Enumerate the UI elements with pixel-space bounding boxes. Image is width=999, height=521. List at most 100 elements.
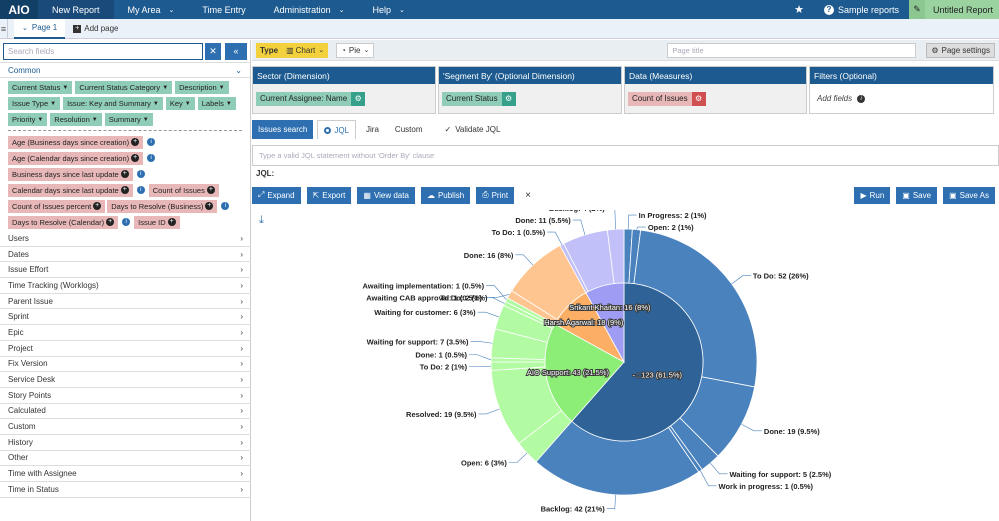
tab-jira[interactable]: Jira bbox=[366, 125, 379, 134]
play-icon: ▶ bbox=[860, 190, 867, 200]
search-fields-input[interactable]: Search fields bbox=[3, 42, 203, 60]
chevron-right-icon: › bbox=[240, 484, 243, 494]
nav-item-1[interactable]: My Area ⌄ bbox=[114, 0, 189, 19]
nav-item-0[interactable]: New Report bbox=[38, 0, 114, 19]
chart-type-select[interactable]: ▥ Chart ⌄ bbox=[282, 42, 329, 58]
measure-chip-label: Calendar days since last update bbox=[12, 185, 119, 195]
field-chip[interactable]: Resolution ▼ bbox=[50, 113, 102, 126]
view-data-button[interactable]: ▦ View data bbox=[357, 186, 415, 204]
category-item[interactable]: Service Desk › bbox=[0, 372, 251, 388]
chevron-down-icon: ⌄ bbox=[338, 6, 345, 14]
gear-icon[interactable]: ⚙ bbox=[351, 91, 366, 106]
gear-icon: ⚙ bbox=[931, 45, 939, 55]
info-icon[interactable]: i bbox=[147, 154, 156, 162]
jql-input[interactable]: Type a valid JQL statement without 'Orde… bbox=[252, 145, 999, 166]
info-icon[interactable]: i bbox=[136, 170, 145, 178]
field-chip[interactable]: Current Status ▼ bbox=[8, 81, 73, 94]
segment-chip[interactable]: Current Status bbox=[442, 91, 502, 106]
category-item[interactable]: Sprint › bbox=[0, 309, 251, 326]
menu-icon[interactable]: ≡ bbox=[0, 18, 8, 39]
sector-chip[interactable]: Current Assignee: Name bbox=[256, 91, 352, 106]
measure-chip[interactable]: Age (Business days since creation) + bbox=[8, 135, 144, 149]
run-button[interactable]: ▶ Run bbox=[854, 186, 891, 204]
expand-button[interactable]: ⤢ Expand bbox=[252, 186, 301, 204]
field-chip[interactable]: Current Status Category ▼ bbox=[75, 81, 173, 94]
save-as-button[interactable]: ▣ Save As bbox=[943, 186, 995, 204]
untitled-report[interactable]: ✎ Untitled Report bbox=[908, 0, 999, 19]
measure-chip[interactable]: Count of Issues bbox=[628, 91, 692, 106]
category-item[interactable]: History › bbox=[0, 435, 251, 451]
category-item[interactable]: Time Tracking (Worklogs) › bbox=[0, 278, 251, 294]
plus-icon: + bbox=[205, 202, 214, 210]
info-icon[interactable]: i bbox=[221, 202, 230, 210]
measure-chip-label: Count of Issues percent bbox=[12, 201, 92, 211]
tab-custom[interactable]: Custom bbox=[394, 125, 423, 134]
sample-reports-link[interactable]: ? Sample reports bbox=[814, 4, 909, 15]
clear-search-button[interactable]: ✕ bbox=[205, 42, 221, 60]
category-item[interactable]: Project › bbox=[0, 341, 251, 357]
info-icon[interactable]: i bbox=[147, 138, 156, 146]
measure-chip[interactable]: Count of Issues + bbox=[148, 183, 219, 197]
category-label: Calculated bbox=[8, 406, 46, 416]
measure-chip[interactable]: Days to Resolve (Calendar) + bbox=[8, 215, 119, 229]
tab-page-1[interactable]: ⌄ Page 1 bbox=[14, 18, 66, 39]
field-chip[interactable]: Labels ▼ bbox=[197, 97, 236, 110]
measure-row: Count of Issues percent + Days to Resolve … bbox=[0, 198, 250, 214]
star-icon[interactable]: ★ bbox=[794, 4, 804, 16]
edit-icon[interactable]: ✎ bbox=[908, 0, 925, 19]
field-chip[interactable]: Summary ▼ bbox=[104, 113, 153, 126]
common-section-header[interactable]: Common ⌄ bbox=[0, 62, 250, 78]
measure-chip[interactable]: Count of Issues percent + bbox=[8, 199, 106, 213]
measure-chip[interactable]: Days to Resolve (Business) + bbox=[107, 199, 218, 213]
field-chip[interactable]: Key ▼ bbox=[165, 97, 195, 110]
download-icon[interactable]: ⤓ bbox=[259, 214, 264, 226]
category-item[interactable]: Fix Version › bbox=[0, 357, 251, 373]
measure-chip[interactable]: Age (Calendar days since creation) + bbox=[8, 151, 144, 165]
measure-chip[interactable]: Issue ID + bbox=[134, 215, 180, 229]
bar-chart-icon: ▥ bbox=[286, 45, 294, 55]
category-item[interactable]: Issue Effort › bbox=[0, 262, 251, 279]
outer-slice-label: Open: 6 (3%) bbox=[461, 459, 507, 468]
info-icon[interactable]: i bbox=[136, 186, 145, 194]
gear-icon[interactable]: ⚙ bbox=[691, 91, 706, 106]
category-item[interactable]: Time with Assignee › bbox=[0, 466, 251, 482]
add-page-button[interactable]: + Add page bbox=[65, 24, 126, 33]
field-chip[interactable]: Description ▼ bbox=[175, 81, 229, 94]
gear-icon[interactable]: ⚙ bbox=[501, 91, 516, 106]
nav-item-2[interactable]: Time Entry bbox=[188, 0, 259, 19]
add-fields-link[interactable]: Add fields i bbox=[813, 94, 867, 103]
validate-jql-button[interactable]: ✓ Validate JQL bbox=[438, 120, 506, 139]
info-icon[interactable]: i bbox=[122, 218, 131, 226]
collapse-panel-button[interactable]: « bbox=[225, 42, 247, 60]
category-item[interactable]: Story Points › bbox=[0, 388, 251, 404]
publish-button[interactable]: ☁ Publish bbox=[420, 186, 471, 204]
category-item[interactable]: Epic › bbox=[0, 325, 251, 341]
field-panel: Search fields ✕ « Common ⌄ Current Statu… bbox=[0, 40, 251, 521]
green-chip-list: Current Status ▼ Current Status Category ▼ D… bbox=[0, 78, 250, 129]
category-item[interactable]: Dates › bbox=[0, 247, 251, 263]
category-item[interactable]: Custom › bbox=[0, 419, 251, 435]
category-item[interactable]: Parent Issue › bbox=[0, 294, 251, 310]
pie-type-select[interactable]: ◔ Pie ⌄ bbox=[336, 42, 375, 58]
print-button[interactable]: ⎙ Print bbox=[476, 186, 515, 204]
page-title-input[interactable]: Page title bbox=[667, 42, 917, 58]
category-item[interactable]: Time in Status › bbox=[0, 482, 251, 498]
save-button[interactable]: ▣ Save bbox=[896, 186, 938, 204]
category-item[interactable]: Users › bbox=[0, 231, 251, 247]
field-chip[interactable]: Priority ▼ bbox=[8, 113, 48, 126]
category-item[interactable]: Other › bbox=[0, 451, 251, 467]
tab-jql[interactable]: JQL bbox=[317, 120, 357, 139]
nav-item-4[interactable]: Help ⌄ bbox=[359, 0, 419, 19]
measure-chip[interactable]: Business days since last update + bbox=[8, 167, 133, 181]
tab-issues-search[interactable]: Issues search bbox=[252, 120, 314, 139]
close-button[interactable]: × bbox=[525, 189, 531, 201]
export-button[interactable]: ⇱ Export bbox=[306, 186, 352, 204]
field-chip[interactable]: Issue Type ▼ bbox=[8, 97, 61, 110]
tab-jql-label: JQL bbox=[334, 125, 350, 135]
field-chip[interactable]: Issue: Key and Summary ▼ bbox=[63, 97, 163, 110]
measure-chip[interactable]: Calendar days since last update + bbox=[8, 183, 133, 197]
page-settings-button[interactable]: ⚙ Page settings bbox=[926, 42, 995, 58]
nav-item-3[interactable]: Administration ⌄ bbox=[260, 0, 359, 19]
category-item[interactable]: Calculated › bbox=[0, 404, 251, 420]
app-logo[interactable]: AIO bbox=[0, 0, 38, 19]
